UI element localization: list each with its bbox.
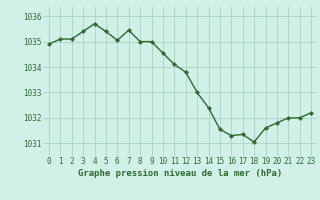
X-axis label: Graphe pression niveau de la mer (hPa): Graphe pression niveau de la mer (hPa) [78, 169, 282, 178]
